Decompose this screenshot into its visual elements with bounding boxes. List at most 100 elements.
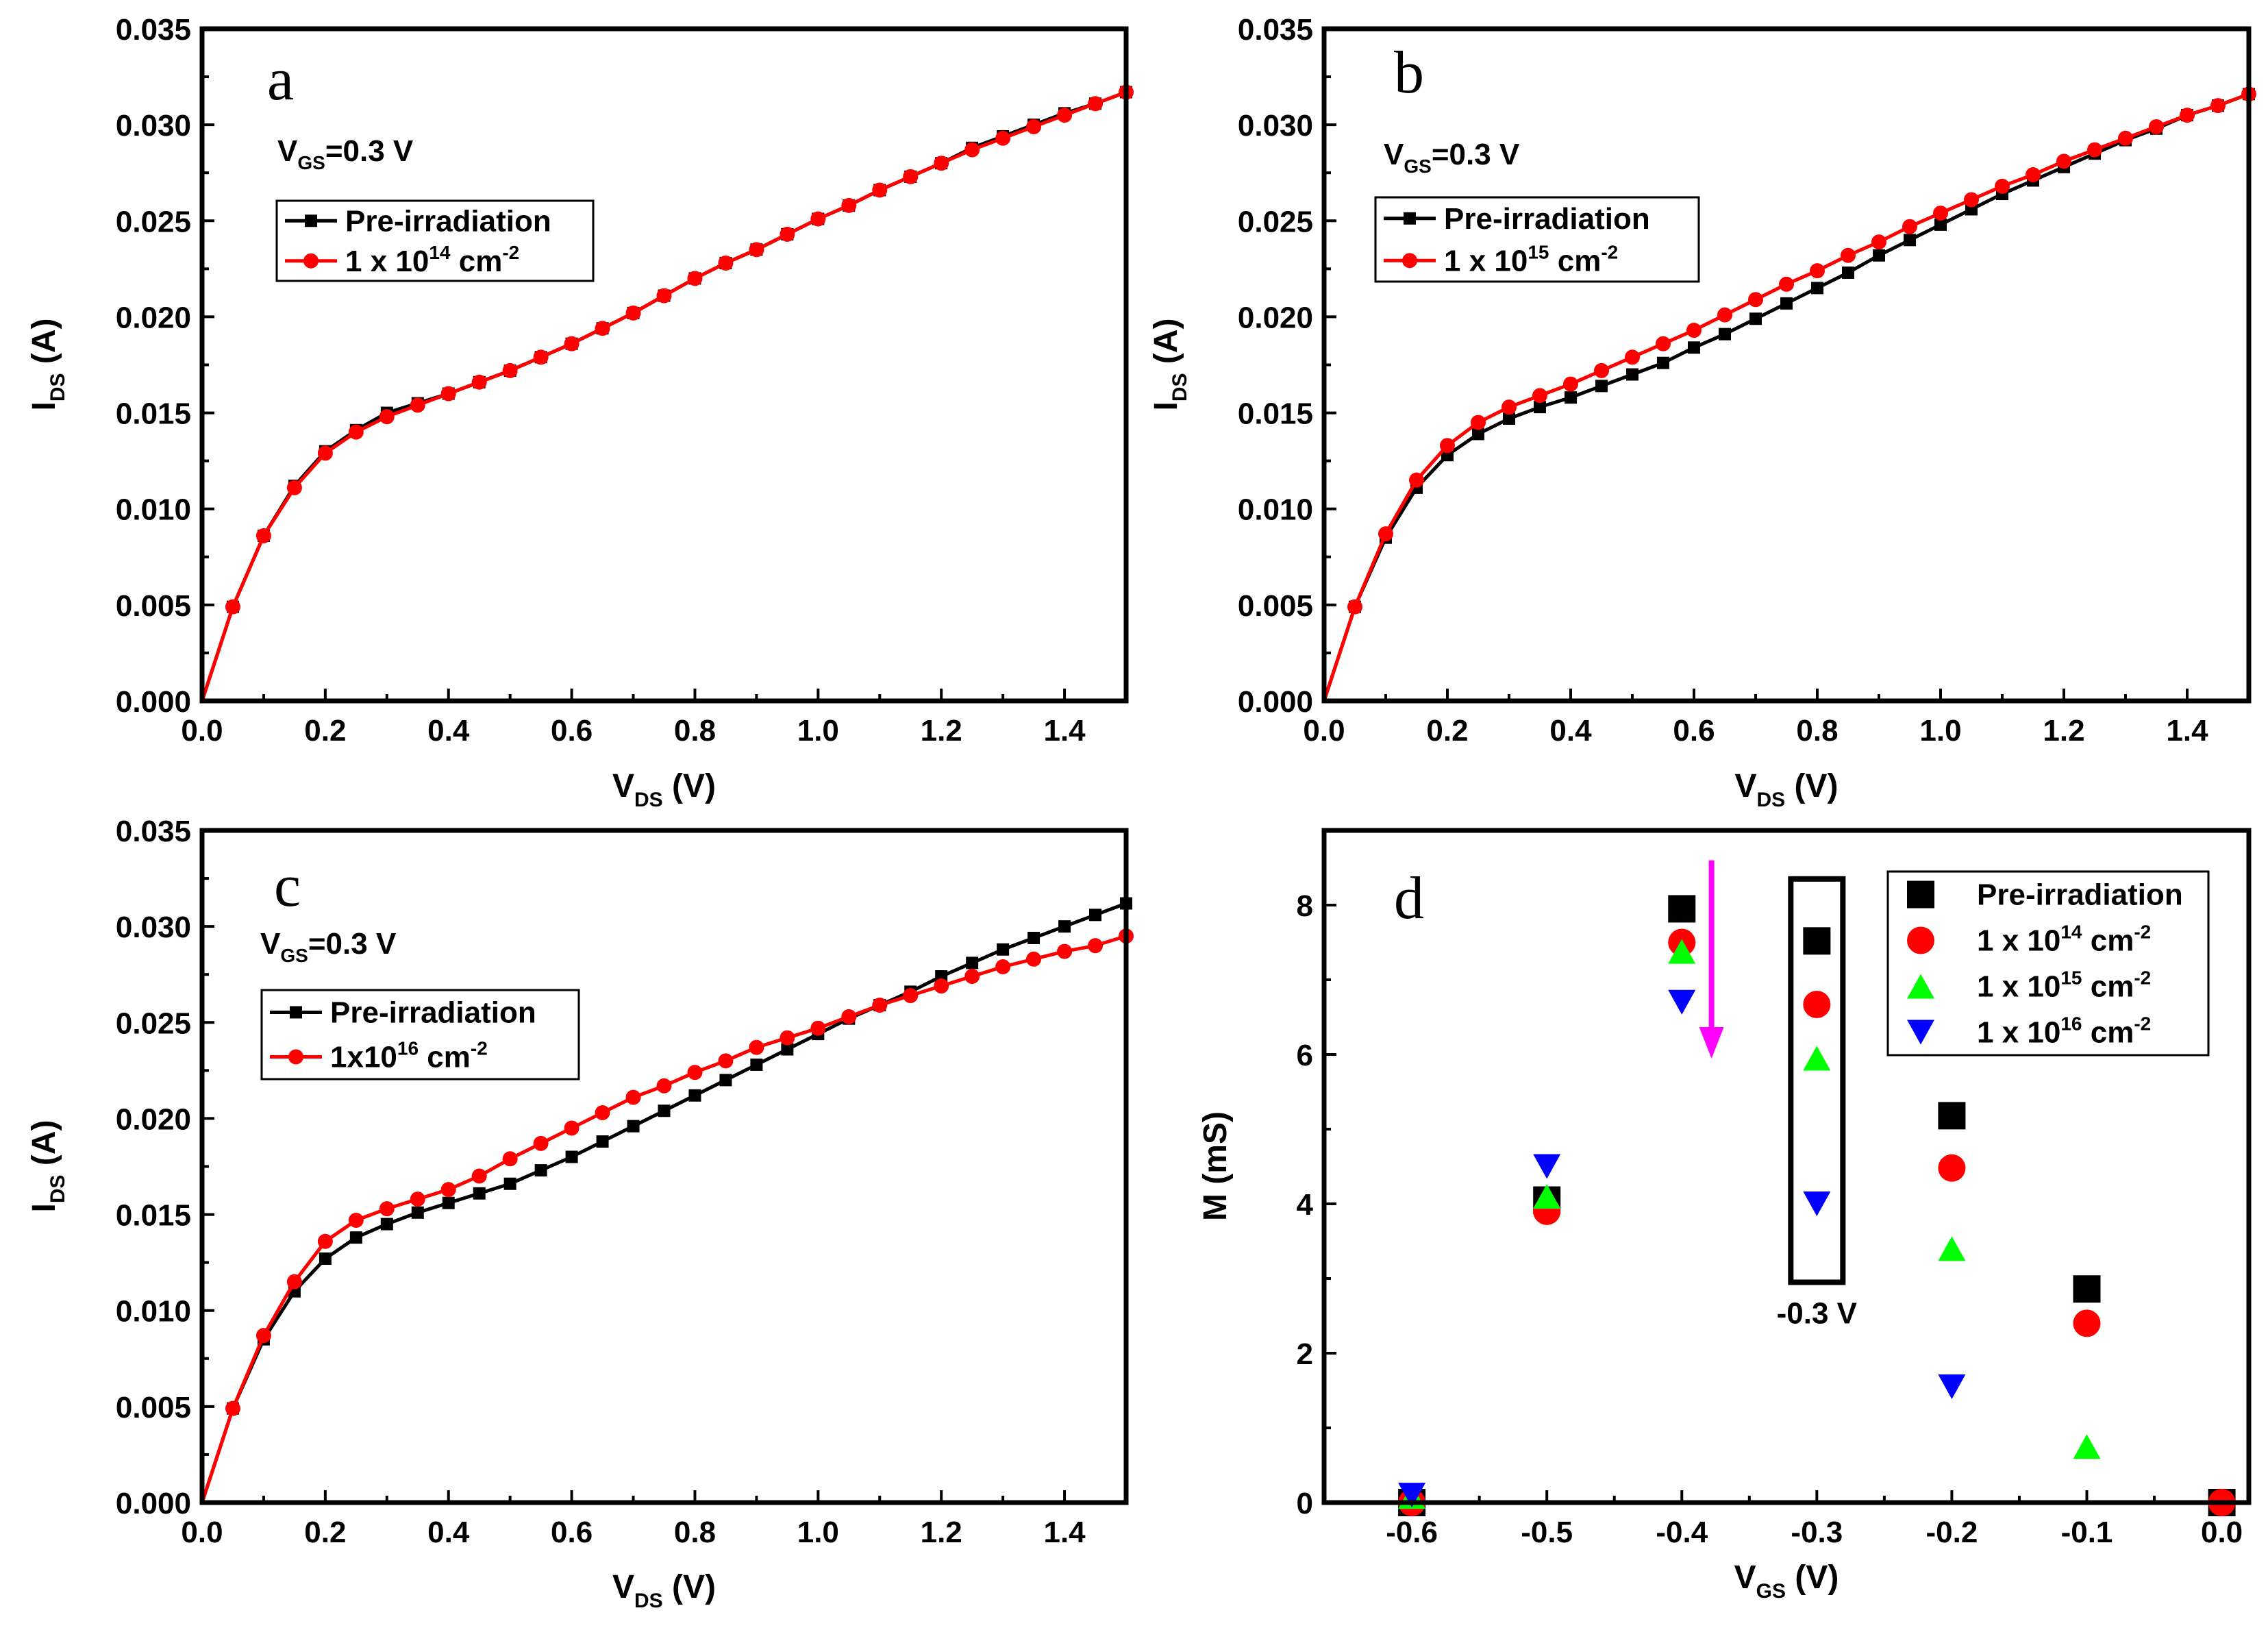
y-tick-label: 8 — [1297, 889, 1313, 923]
legend-unit-superscript: -2 — [2134, 1013, 2151, 1035]
y-axis-label-sub: DS — [1169, 373, 1191, 402]
x-axis-label-main: V — [612, 1569, 634, 1605]
data-point — [964, 142, 980, 158]
legend-marker — [1404, 212, 1416, 225]
x-tick-label: 0.0 — [181, 1516, 223, 1549]
data-point — [349, 1231, 362, 1244]
y-axis-label-sub: DS — [47, 373, 69, 402]
data-point — [749, 1039, 764, 1055]
legend-label: 1x1016 cm-2 — [330, 1038, 488, 1074]
data-point — [1688, 341, 1700, 354]
data-point — [1088, 96, 1104, 112]
magenta-arrow-head — [1699, 1027, 1724, 1059]
data-point — [1563, 376, 1578, 392]
data-point — [1471, 415, 1486, 430]
data-point — [719, 1074, 732, 1087]
annotation-sub: GS — [280, 945, 308, 966]
data-point — [1532, 388, 1547, 404]
legend-superscript: 16 — [397, 1038, 419, 1059]
data-point — [1595, 380, 1608, 393]
panel-letter: b — [1394, 40, 1424, 106]
x-tick-label: 1.2 — [2043, 714, 2084, 748]
data-point — [780, 226, 795, 242]
x-tick-label: 0.0 — [181, 714, 223, 748]
data-point — [872, 998, 888, 1013]
legend-text: 1 x 10 — [1977, 1016, 2060, 1050]
x-axis-label-sub: DS — [634, 789, 663, 811]
data-point — [2073, 1434, 2101, 1459]
legend-unit-superscript: -2 — [471, 1038, 488, 1059]
data-point — [2073, 1309, 2101, 1337]
data-point — [1779, 276, 1794, 292]
data-point — [2180, 108, 2195, 123]
data-point — [1803, 1191, 1831, 1216]
legend-unit-superscript: -2 — [2134, 922, 2151, 943]
y-tick-label: 0.025 — [1238, 205, 1313, 238]
highlight-box — [1788, 876, 1846, 1285]
y-tick-label: 0.020 — [1238, 301, 1313, 334]
legend-unit: cm — [2082, 924, 2134, 958]
data-point — [1810, 263, 1825, 279]
x-tick-label: 0.6 — [551, 714, 593, 748]
y-tick-label: 0.010 — [116, 493, 191, 527]
x-tick-label: -0.1 — [2061, 1516, 2113, 1549]
legend-item: 1 x 1016 cm-2 — [1907, 1013, 2151, 1050]
panel-letter: d — [1394, 865, 1424, 932]
x-tick-label: 1.4 — [1043, 1516, 1086, 1549]
y-tick-label: 0.015 — [1238, 397, 1313, 431]
data-point — [1398, 1483, 1426, 1508]
data-point — [1656, 336, 1671, 351]
x-tick-label: 1.0 — [797, 714, 839, 748]
plot-frame — [1321, 828, 2252, 1505]
y-tick-label: 0.025 — [116, 1007, 191, 1040]
legend-marker — [1402, 253, 1417, 269]
data-point — [1803, 1046, 1831, 1071]
data-point — [903, 169, 919, 184]
x-axis-label-rest: (V) — [663, 1569, 716, 1605]
data-point — [810, 1020, 826, 1036]
data-point — [780, 1030, 795, 1046]
x-axis-label-main: V — [1734, 1559, 1756, 1596]
y-tick-label: 0.035 — [1238, 13, 1313, 47]
data-point — [964, 969, 980, 985]
data-point — [2056, 153, 2071, 169]
data-point — [503, 1177, 516, 1190]
data-point — [317, 445, 333, 461]
x-tick-label: 1.0 — [797, 1516, 839, 1549]
data-point — [1657, 356, 1669, 369]
legend-label: 1 x 1016 cm-2 — [1977, 1013, 2151, 1050]
y-tick-label: 0.005 — [116, 589, 191, 623]
data-point — [411, 1206, 424, 1219]
x-axis-label-sub: GS — [1756, 1580, 1786, 1603]
legend-text: Pre-irradiation — [1977, 878, 2183, 912]
y-axis-label: M (mS) — [1197, 1111, 1234, 1221]
legend-item: Pre-irradiation — [1907, 878, 2183, 912]
data-point — [1873, 249, 1885, 262]
series-4 — [1398, 989, 1966, 1508]
plot-frame — [199, 828, 1129, 1505]
legend-marker — [1907, 974, 1934, 999]
legend-marker — [290, 1006, 302, 1019]
y-axis-label-main: I — [26, 1203, 62, 1212]
data-point — [1027, 931, 1040, 944]
data-point — [1902, 219, 1917, 234]
data-point — [1565, 391, 1577, 404]
x-tick-label: 0.2 — [304, 1516, 346, 1549]
x-tick-label: 0.0 — [1303, 714, 1345, 748]
legend-box — [1374, 196, 1700, 283]
y-tick-label: 2 — [1297, 1337, 1313, 1371]
x-tick-label: 0.8 — [1796, 714, 1838, 748]
panel-letter: c — [274, 853, 301, 919]
legend-text: 1x10 — [330, 1041, 397, 1074]
y-tick-label: 0.015 — [116, 397, 191, 431]
y-tick-label: 0.030 — [116, 109, 191, 143]
data-point — [1534, 401, 1546, 414]
data-point — [410, 1191, 425, 1207]
data-point — [1811, 282, 1823, 295]
x-axis-label-rest: (V) — [663, 768, 716, 804]
y-axis-label: IDS (A) — [26, 319, 69, 411]
highlight-label: -0.3 V — [1777, 1297, 1858, 1331]
data-point — [1668, 989, 1696, 1015]
